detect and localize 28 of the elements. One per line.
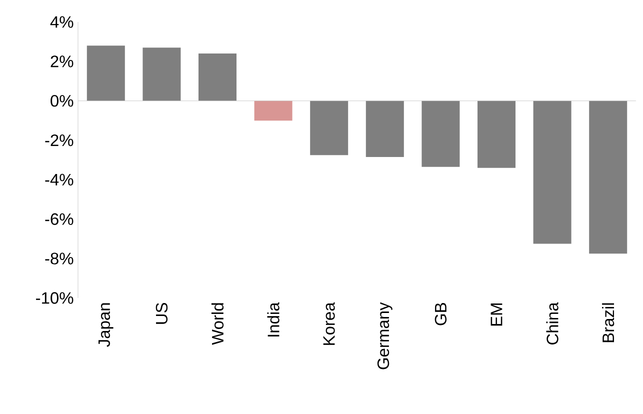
- bar: [254, 100, 292, 121]
- bar: [477, 100, 516, 168]
- y-tick-label: 2%: [50, 56, 74, 68]
- y-tick-label: -8%: [45, 252, 74, 264]
- bar: [533, 100, 572, 244]
- bar: [422, 100, 460, 167]
- x-tick-label: China: [546, 302, 558, 344]
- y-tick-label: -4%: [45, 174, 74, 186]
- x-tick-label: US: [156, 302, 168, 324]
- bar: [86, 46, 125, 101]
- y-tick-label: -6%: [45, 213, 74, 225]
- x-tick-label: GB: [434, 303, 447, 326]
- y-tick-label: 0%: [50, 95, 74, 107]
- bar: [310, 100, 348, 156]
- x-tick-label: Korea: [323, 302, 335, 345]
- x-tick-label: Brazil: [602, 303, 614, 342]
- y-tick-label: -2%: [45, 134, 74, 146]
- y-tick-label: 4%: [50, 16, 74, 28]
- x-tick-label: EM: [490, 304, 502, 326]
- bar: [589, 100, 628, 254]
- x-tick-label: World: [211, 303, 224, 345]
- x-tick-label: Germany: [377, 302, 392, 370]
- bar: [142, 48, 181, 101]
- y-tick-label: -10%: [36, 292, 74, 304]
- bar: [198, 54, 236, 101]
- x-tick-label: India: [267, 302, 280, 336]
- bar: [366, 100, 404, 158]
- x-tick-label: Japan: [98, 303, 114, 347]
